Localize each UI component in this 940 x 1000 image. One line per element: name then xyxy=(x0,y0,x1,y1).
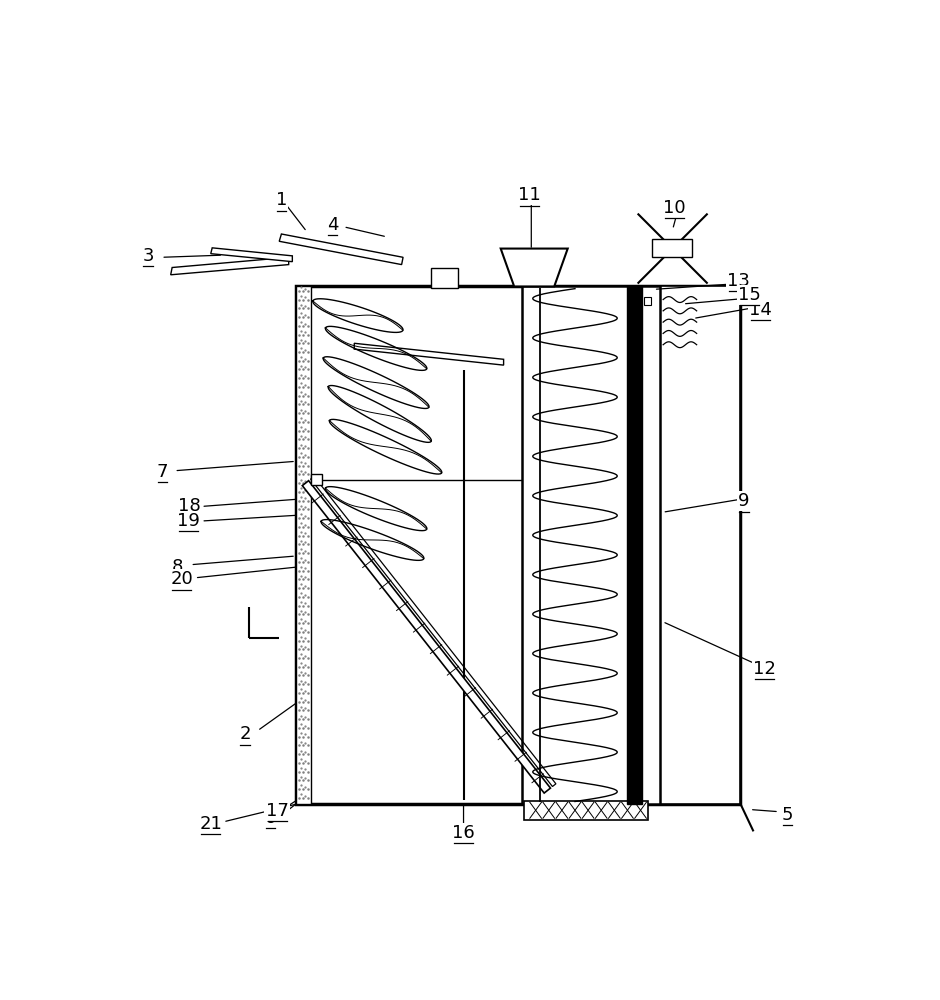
Bar xyxy=(628,286,642,804)
Bar xyxy=(660,286,741,804)
Text: 19: 19 xyxy=(178,512,200,530)
Text: 16: 16 xyxy=(452,824,475,842)
Text: 7: 7 xyxy=(157,463,168,481)
Text: 1: 1 xyxy=(275,191,287,209)
Text: 9: 9 xyxy=(738,492,750,510)
Text: 13: 13 xyxy=(727,272,749,290)
Text: 5: 5 xyxy=(782,806,793,824)
Polygon shape xyxy=(211,248,292,262)
Bar xyxy=(652,239,692,257)
Bar xyxy=(310,474,322,485)
Polygon shape xyxy=(303,481,551,793)
Text: 6: 6 xyxy=(265,809,276,827)
Bar xyxy=(522,286,660,804)
Text: 2: 2 xyxy=(240,725,251,743)
Bar xyxy=(431,268,459,288)
Polygon shape xyxy=(279,234,403,265)
Text: 8: 8 xyxy=(171,558,183,576)
Text: 4: 4 xyxy=(327,216,338,234)
Bar xyxy=(644,297,651,305)
Text: 3: 3 xyxy=(142,247,154,265)
Polygon shape xyxy=(501,249,568,286)
Bar xyxy=(524,801,648,820)
Text: 11: 11 xyxy=(518,186,540,204)
Text: 10: 10 xyxy=(664,199,686,217)
Text: 14: 14 xyxy=(748,301,772,319)
Bar xyxy=(296,286,741,804)
Bar xyxy=(296,286,310,804)
Text: 17: 17 xyxy=(266,802,290,820)
Polygon shape xyxy=(171,257,289,275)
Text: 18: 18 xyxy=(178,497,200,515)
Text: 12: 12 xyxy=(753,660,776,678)
Text: 15: 15 xyxy=(738,286,760,304)
Text: 21: 21 xyxy=(199,815,222,833)
Text: 20: 20 xyxy=(170,570,193,588)
Polygon shape xyxy=(354,343,504,365)
